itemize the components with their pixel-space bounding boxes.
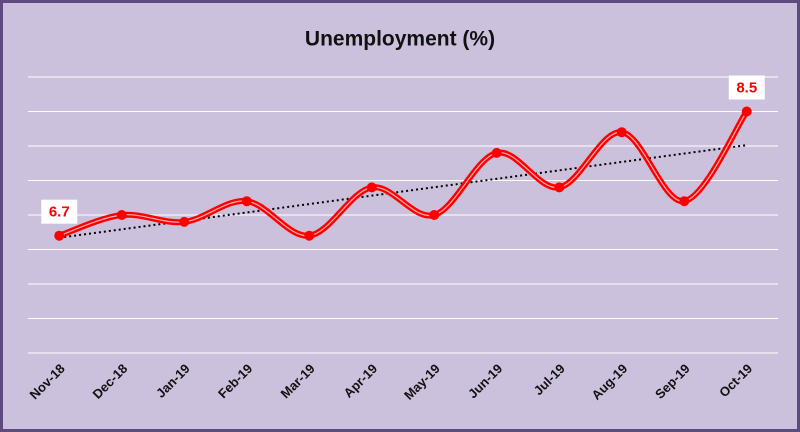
data-point — [54, 230, 65, 241]
data-label: 6.7 — [49, 204, 70, 221]
data-point — [241, 196, 252, 207]
data-point — [616, 127, 627, 138]
data-label-box — [728, 75, 765, 100]
chart-title: Unemployment (%) — [305, 28, 495, 51]
data-point — [366, 182, 377, 193]
data-point — [491, 147, 502, 158]
data-point — [179, 216, 190, 227]
data-point — [429, 210, 440, 220]
data-point — [304, 230, 315, 241]
data-point — [554, 182, 565, 193]
data-point — [679, 196, 690, 207]
data-label: 8.5 — [736, 79, 757, 96]
data-label-box — [41, 199, 78, 224]
data-point — [116, 210, 127, 220]
data-point — [741, 106, 752, 117]
